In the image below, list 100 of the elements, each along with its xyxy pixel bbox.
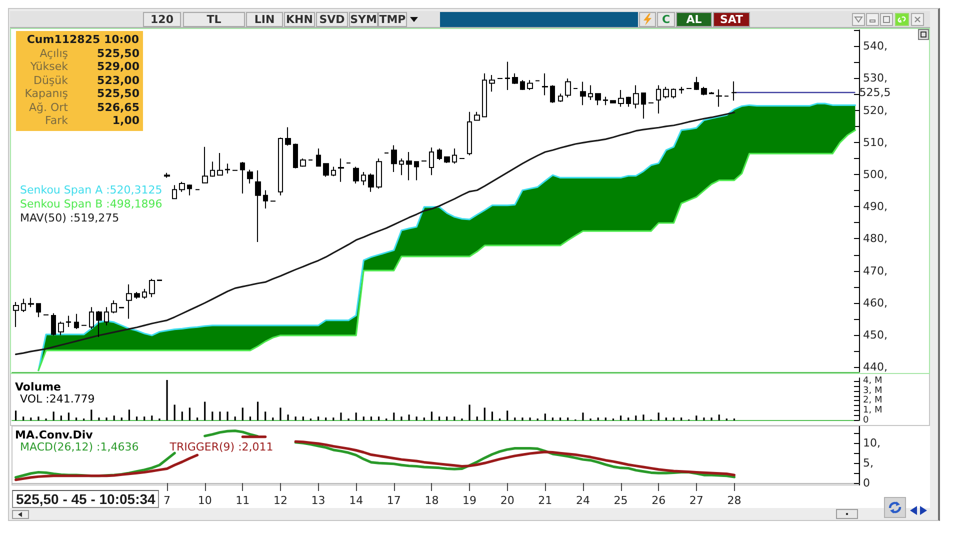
- candlestick: [716, 88, 722, 108]
- candlestick: [278, 137, 283, 196]
- candlestick: [187, 184, 192, 196]
- candlestick: [558, 93, 563, 102]
- candlestick: [51, 312, 56, 336]
- candlestick: [414, 161, 419, 181]
- text: Senkou Span A :520,3125: [20, 183, 162, 196]
- x-tick-label: 21: [538, 494, 552, 507]
- candlestick: [74, 313, 79, 330]
- candlestick: [701, 86, 707, 96]
- x-tick-label: 28: [727, 494, 742, 507]
- candlestick: [293, 143, 298, 169]
- candlestick: [565, 78, 571, 98]
- candlestick: [255, 170, 261, 242]
- y-tick-label: 0: [863, 476, 870, 490]
- candlestick: [482, 72, 487, 118]
- y-tick-label: 460,: [863, 296, 888, 310]
- chart-title: MA.Conv.Div: [15, 428, 94, 442]
- candlestick: [474, 111, 480, 121]
- candlestick: [641, 92, 646, 120]
- chart-title: Volume: [15, 380, 61, 394]
- candlestick: [542, 72, 548, 96]
- candlestick: [104, 306, 109, 326]
- candlestick: [626, 96, 631, 108]
- toolbar-button: SAT: [713, 12, 750, 27]
- y-tick-label: 540,: [863, 40, 888, 53]
- candlestick: [13, 301, 19, 328]
- status-field: 525,50 - 45 - 10:05:34: [12, 490, 160, 508]
- candlestick: [126, 284, 132, 320]
- candlestick: [437, 148, 442, 161]
- candlestick: [444, 156, 450, 164]
- y-tick-label: 440,: [863, 360, 888, 374]
- candlestick: [28, 297, 34, 308]
- toolbar-button: AL: [676, 12, 712, 27]
- y-tick-label: 4, M: [863, 376, 882, 386]
- candlestick: [96, 310, 102, 338]
- x-tick-label: 19: [462, 494, 477, 507]
- candlestick: [731, 80, 737, 102]
- y-tick-label: 530,: [863, 72, 888, 85]
- x-tick-label: 13: [311, 494, 326, 507]
- candlestick: [512, 72, 518, 84]
- candlestick: [164, 172, 170, 178]
- candlestick: [694, 76, 699, 91]
- y-tick-label: 490,: [863, 200, 888, 214]
- x-tick-label: 27: [689, 494, 704, 507]
- candlestick: [89, 306, 94, 330]
- candlestick: [406, 152, 412, 181]
- candlestick: [391, 144, 397, 172]
- y-tick-label: 3, M: [863, 386, 882, 396]
- candlestick: [247, 169, 253, 184]
- x-tick-label: 18: [424, 494, 439, 507]
- candlestick: [331, 166, 336, 177]
- candlestick: [338, 158, 344, 182]
- y-tick-label: 1, M: [863, 406, 882, 416]
- y-tick-label: 0: [863, 416, 869, 426]
- text: Senkou Span B :498,1896: [20, 197, 162, 210]
- candlestick: [633, 84, 639, 109]
- candlestick: [202, 146, 208, 184]
- y-tick-label: 510,: [863, 136, 888, 149]
- y-tick-label: 470,: [863, 264, 888, 278]
- candlestick: [172, 184, 177, 200]
- candlestick: [610, 100, 616, 104]
- candlestick: [429, 147, 434, 176]
- candlestick: [361, 171, 366, 186]
- y-tick-label: 500,: [863, 168, 888, 182]
- info-box: Cum112825 10:00 Açılış 525,50 Yüksek 529,00 Düşük 523,00 Kapanış 525,50 Ağ. Ort 526,65 Fark 1,00: [16, 31, 143, 130]
- x-tick-label: 17: [386, 494, 401, 507]
- candlestick: [550, 84, 555, 104]
- toolbar-button: C: [657, 12, 675, 27]
- candlestick: [618, 90, 624, 108]
- y-tick-label: 520,: [863, 104, 888, 117]
- candlestick: [285, 126, 291, 146]
- toolbar-button: TMP: [378, 12, 407, 27]
- line-series: [14, 112, 736, 356]
- toolbar-button: LIN: [246, 12, 283, 27]
- annotation: Cum112825 10:00: [26, 33, 139, 46]
- candlestick: [603, 96, 608, 106]
- x-tick-label: 10: [198, 494, 212, 507]
- x-tick-label: 12: [273, 494, 288, 507]
- toolbar-button: SYM: [349, 12, 378, 27]
- candlestick: [489, 74, 495, 92]
- candlestick: [210, 161, 215, 178]
- candlestick: [58, 321, 64, 336]
- x-tick-label: 25: [614, 494, 628, 507]
- toolbar-button: TL: [183, 12, 245, 27]
- series-label: MACD(26,12) :1,4636: [20, 440, 139, 454]
- candlestick: [323, 163, 329, 178]
- candlestick: [505, 61, 510, 91]
- candlestick: [134, 292, 140, 300]
- series-label: TRIGGER(9) :2,011: [168, 440, 274, 454]
- x-tick-label: 14: [349, 494, 364, 507]
- candlestick: [300, 158, 306, 168]
- candlestick: [225, 163, 230, 174]
- candlestick: [149, 278, 155, 298]
- candlestick: [21, 298, 26, 312]
- candlestick: [709, 91, 714, 94]
- candlestick: [671, 88, 676, 99]
- ref-line-label: 525,5: [859, 86, 891, 100]
- candlestick: [656, 84, 661, 114]
- y-tick-label: 480,: [863, 232, 888, 246]
